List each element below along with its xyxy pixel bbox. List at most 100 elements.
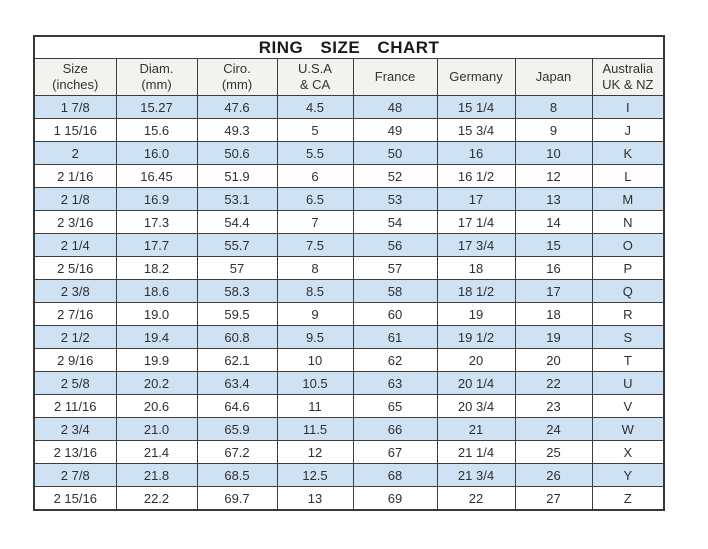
- cell-usa-ca: 11: [276, 394, 354, 418]
- table-row: 2 1/8 16.9 53.1 6.5 53 17 13 M: [33, 187, 665, 211]
- cell-diam-mm: 21.4: [115, 440, 198, 464]
- cell-ciro-mm: 57: [196, 256, 278, 280]
- cell-ciro-mm: 69.7: [196, 486, 278, 511]
- table-row: 2 5/16 18.2 57 8 57 18 16 P: [33, 256, 665, 280]
- cell-france: 58: [352, 279, 438, 303]
- cell-australia-uk-nz: P: [591, 256, 665, 280]
- cell-france: 54: [352, 210, 438, 234]
- cell-germany: 15 3/4: [436, 118, 516, 142]
- cell-australia-uk-nz: L: [591, 164, 665, 188]
- cell-diam-mm: 19.9: [115, 348, 198, 372]
- cell-usa-ca: 9: [276, 302, 354, 326]
- cell-usa-ca: 4.5: [276, 95, 354, 119]
- cell-france: 49: [352, 118, 438, 142]
- cell-ciro-mm: 58.3: [196, 279, 278, 303]
- cell-france: 61: [352, 325, 438, 349]
- cell-japan: 23: [514, 394, 593, 418]
- cell-australia-uk-nz: I: [591, 95, 665, 119]
- cell-germany: 21 1/4: [436, 440, 516, 464]
- cell-usa-ca: 9.5: [276, 325, 354, 349]
- cell-japan: 15: [514, 233, 593, 257]
- cell-france: 66: [352, 417, 438, 441]
- cell-japan: 10: [514, 141, 593, 165]
- cell-size-inches: 2 3/4: [33, 417, 117, 441]
- table-row: 2 3/4 21.0 65.9 11.5 66 21 24 W: [33, 417, 665, 441]
- column-header-row: Size (inches) Diam. (mm) Ciro. (mm) U.S.…: [33, 58, 665, 96]
- table-row: 1 7/8 15.27 47.6 4.5 48 15 1/4 8 I: [33, 95, 665, 119]
- cell-japan: 19: [514, 325, 593, 349]
- cell-ciro-mm: 62.1: [196, 348, 278, 372]
- table-row: 2 7/8 21.8 68.5 12.5 68 21 3/4 26 Y: [33, 463, 665, 487]
- cell-germany: 15 1/4: [436, 95, 516, 119]
- cell-ciro-mm: 68.5: [196, 463, 278, 487]
- cell-diam-mm: 16.9: [115, 187, 198, 211]
- table-row: 1 15/16 15.6 49.3 5 49 15 3/4 9 J: [33, 118, 665, 142]
- cell-size-inches: 2 5/16: [33, 256, 117, 280]
- cell-japan: 16: [514, 256, 593, 280]
- cell-germany: 16 1/2: [436, 164, 516, 188]
- cell-usa-ca: 6.5: [276, 187, 354, 211]
- cell-size-inches: 2 3/8: [33, 279, 117, 303]
- cell-germany: 19 1/2: [436, 325, 516, 349]
- cell-germany: 17 3/4: [436, 233, 516, 257]
- cell-japan: 20: [514, 348, 593, 372]
- cell-usa-ca: 12: [276, 440, 354, 464]
- cell-australia-uk-nz: U: [591, 371, 665, 395]
- cell-france: 57: [352, 256, 438, 280]
- column-header-usa-ca: U.S.A & CA: [276, 58, 354, 96]
- cell-size-inches: 2 1/2: [33, 325, 117, 349]
- table-body: 1 7/8 15.27 47.6 4.5 48 15 1/4 8 I 1 15/16 15.6 49…: [33, 95, 665, 511]
- cell-japan: 8: [514, 95, 593, 119]
- cell-france: 63: [352, 371, 438, 395]
- cell-france: 62: [352, 348, 438, 372]
- table-row: 2 5/8 20.2 63.4 10.5 63 20 1/4 22 U: [33, 371, 665, 395]
- cell-germany: 20 1/4: [436, 371, 516, 395]
- column-header-diam-mm: Diam. (mm): [115, 58, 198, 96]
- cell-usa-ca: 7: [276, 210, 354, 234]
- column-header-label: France: [374, 68, 416, 84]
- cell-australia-uk-nz: O: [591, 233, 665, 257]
- cell-diam-mm: 20.2: [115, 371, 198, 395]
- ring-size-table: RING SIZE CHART Size (inches) Diam. (mm)…: [33, 35, 666, 511]
- cell-ciro-mm: 51.9: [196, 164, 278, 188]
- cell-diam-mm: 17.3: [115, 210, 198, 234]
- column-header-ciro-mm: Ciro. (mm): [196, 58, 278, 96]
- cell-germany: 17 1/4: [436, 210, 516, 234]
- cell-australia-uk-nz: Z: [591, 486, 665, 511]
- column-header-sublabel: UK & NZ: [602, 77, 654, 92]
- cell-ciro-mm: 54.4: [196, 210, 278, 234]
- cell-diam-mm: 15.27: [115, 95, 198, 119]
- cell-usa-ca: 12.5: [276, 463, 354, 487]
- cell-diam-mm: 21.8: [115, 463, 198, 487]
- table-row: 2 1/16 16.45 51.9 6 52 16 1/2 12 L: [33, 164, 665, 188]
- cell-france: 65: [352, 394, 438, 418]
- column-header-label: U.S.A: [298, 60, 332, 76]
- cell-japan: 27: [514, 486, 593, 511]
- cell-france: 56: [352, 233, 438, 257]
- cell-japan: 9: [514, 118, 593, 142]
- cell-usa-ca: 5.5: [276, 141, 354, 165]
- cell-ciro-mm: 55.7: [196, 233, 278, 257]
- cell-australia-uk-nz: X: [591, 440, 665, 464]
- cell-australia-uk-nz: Y: [591, 463, 665, 487]
- column-header-sublabel: & CA: [299, 77, 331, 92]
- cell-usa-ca: 8: [276, 256, 354, 280]
- cell-japan: 25: [514, 440, 593, 464]
- cell-australia-uk-nz: T: [591, 348, 665, 372]
- column-header-australia-uk-nz: Australia UK & NZ: [591, 58, 665, 96]
- cell-usa-ca: 7.5: [276, 233, 354, 257]
- cell-ciro-mm: 64.6: [196, 394, 278, 418]
- cell-france: 53: [352, 187, 438, 211]
- table-row: 2 11/16 20.6 64.6 11 65 20 3/4 23 V: [33, 394, 665, 418]
- cell-japan: 22: [514, 371, 593, 395]
- cell-japan: 18: [514, 302, 593, 326]
- cell-germany: 22: [436, 486, 516, 511]
- cell-germany: 19: [436, 302, 516, 326]
- cell-ciro-mm: 65.9: [196, 417, 278, 441]
- cell-ciro-mm: 67.2: [196, 440, 278, 464]
- cell-size-inches: 2 13/16: [33, 440, 117, 464]
- cell-usa-ca: 10.5: [276, 371, 354, 395]
- cell-japan: 13: [514, 187, 593, 211]
- cell-germany: 16: [436, 141, 516, 165]
- cell-japan: 24: [514, 417, 593, 441]
